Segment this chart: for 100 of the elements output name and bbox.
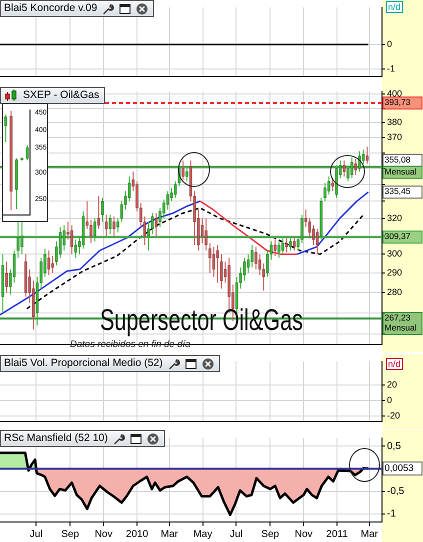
candlestick [74,239,78,258]
candlestick [300,214,304,244]
candlestick [366,146,369,164]
ref-line-label: 267,23 Mensual [384,312,417,333]
candlestick [242,257,246,282]
x-tick-label: May [193,528,212,540]
candlestick [254,246,258,270]
candlestick [70,224,74,255]
annotation: 355,08 [384,154,411,165]
candlestick [285,237,288,253]
candlestick [51,256,54,274]
candlestick [86,200,89,230]
chart-title: Blai5 Vol. Proporcional Medio (52) [4,357,163,370]
candlestick [220,254,223,290]
panel-header: SXEP - Oil&Gas [0,87,106,104]
candlestick [5,261,8,294]
candlestick [350,156,354,179]
y-tick-label: 280 [387,287,402,298]
y-tick-label: 0,5 [387,440,402,452]
x-tick-label: 2010 [126,528,149,540]
y-tick-label: 400 [387,88,402,99]
candlestick [12,250,16,284]
candlestick [4,114,8,142]
candlestick [304,209,308,228]
candlestick [362,149,365,164]
candlestick [212,246,216,278]
candlestick [154,212,158,236]
candlestick [166,190,170,210]
x-tick-label: Sep [61,528,80,540]
candlestick [354,158,358,176]
text: n/d [386,358,403,370]
candlestick [246,254,250,274]
ref-line-label: 309,37 [384,231,411,242]
candlestick [104,214,108,236]
panel-header: Blai5 Koncorde v.09 [0,0,154,17]
chart-title: RSc Mansfield (52 10) [4,432,108,445]
y-tick-label: -0,5 [387,486,405,498]
y-tick-label: 370 [387,132,402,142]
text: n/d [386,1,403,13]
candlestick [143,216,146,246]
y-tick-label: -20 [387,410,400,421]
candlestick [346,164,350,182]
y-tick-label: 20 [387,379,398,390]
candlestick [93,218,96,242]
candlestick [150,212,154,235]
y-tick-label: 290 [387,268,402,278]
candlestick [208,242,212,274]
y-tick-label: 300 [387,248,402,259]
candlestick [250,244,254,268]
x-tick-label: Jul [230,528,243,540]
y-tick-label: 380 [387,117,402,128]
candlestick [16,221,20,258]
ref-line-label: Mensual [384,166,417,177]
candlestick [331,178,334,192]
candlestick [258,254,262,276]
candlestick [58,226,62,258]
candlestick [342,160,346,177]
candlestick [116,218,120,233]
candlestick [139,202,142,228]
candlestick [274,239,277,257]
candlestick [20,221,24,255]
panel-header: Blai5 Vol. Proporcional Medio (52) [0,355,220,372]
x-tick-label: 2011 [326,528,348,540]
candlestick [97,196,100,230]
y-tick-label: 320 [387,212,402,223]
candlestick [200,218,204,244]
panel-header: RSc Mansfield (52 10) [0,430,165,447]
y-tick-label: 0 [387,38,392,49]
candlestick [204,218,208,252]
annotation: 0,0053 [384,462,414,474]
candlestick [312,224,315,246]
x-tick-label: Mar [160,528,179,540]
candlestick [174,180,177,198]
candlestick [316,228,319,255]
chart-title: SXEP - Oil&Gas [23,89,100,102]
line-series [26,207,364,310]
candlestick [216,244,220,284]
candlestick [270,240,273,260]
candlestick [262,263,266,292]
x-tick-label: Nov [294,528,313,540]
x-tick-label: Mar [360,528,379,540]
candlestick [40,257,43,290]
x-tick-label: Sep [261,528,280,540]
y-tick-label: 0 [387,394,392,405]
chart-title: Blai5 Koncorde v.09 [4,2,98,15]
candlestick [185,166,188,182]
candlestick [308,218,312,238]
x-tick-label: Jul [30,528,43,540]
candlestick [108,214,112,235]
candlestick [120,200,124,222]
x-tick-label: Nov [94,528,112,540]
candlestick [62,224,66,252]
annotation: 335,45 [384,186,411,196]
candlestick [281,237,284,255]
ref-line-label: 393,73 [384,97,411,108]
candlestick [128,176,131,202]
candlestick [47,250,50,276]
candlestick [327,176,330,195]
y-tick-label: -1 [387,508,396,520]
y-tick-label: -1 [387,64,396,74]
